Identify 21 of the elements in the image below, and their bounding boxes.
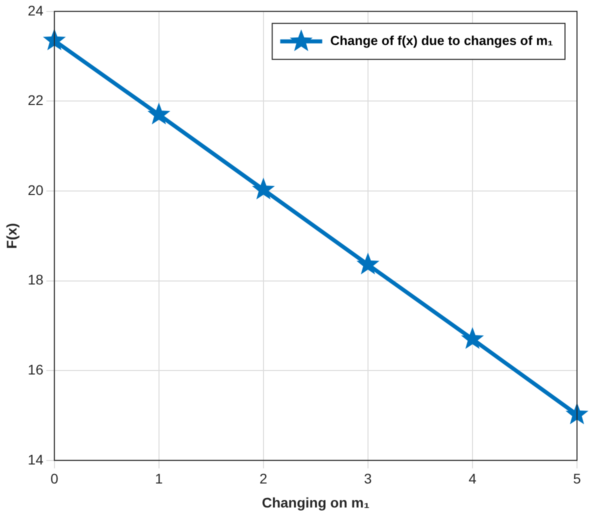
- y-tick-label: 24: [28, 2, 44, 18]
- legend-label: Change of f(x) due to changes of m₁: [330, 32, 554, 48]
- x-tick-label: 0: [50, 470, 58, 487]
- x-tick-label: 3: [364, 470, 372, 487]
- point: [42, 28, 66, 50]
- y-tick-label: 16: [28, 361, 44, 378]
- x-tick-label: 4: [468, 470, 477, 487]
- y-axis-title: F(x): [3, 223, 20, 249]
- point: [252, 178, 275, 200]
- x-tick-label: 2: [260, 470, 268, 487]
- y-tick-label: 14: [28, 451, 44, 468]
- y-tick-label: 22: [28, 92, 44, 108]
- y-tick-label: 18: [28, 272, 44, 288]
- point: [461, 327, 484, 349]
- point: [356, 252, 380, 274]
- x-axis-title: Changing on m₁: [262, 494, 370, 510]
- y-tick-label: 20: [28, 182, 44, 198]
- point: [566, 402, 588, 424]
- x-tick-label: 1: [155, 470, 163, 487]
- x-tick-label: 5: [573, 470, 582, 487]
- point: [147, 102, 170, 124]
